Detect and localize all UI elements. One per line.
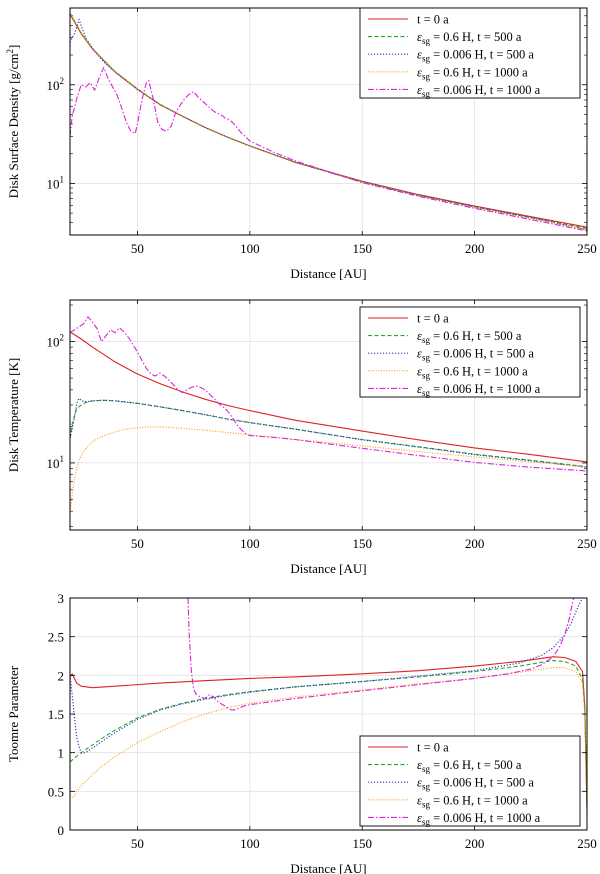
series-line-sg06_1000: [70, 426, 587, 514]
x-tick-label: 250: [577, 536, 597, 551]
y-axis-label: Disk Temperature [K]: [6, 358, 21, 472]
y-tick-label: 102: [47, 333, 65, 350]
legend-label-t0: t = 0 a: [417, 741, 449, 755]
x-axis-label: Distance [AU]: [290, 861, 366, 874]
legend-label-sg0006_500: εsg = 0.006 H, t = 500 a: [417, 347, 534, 363]
legend-label-sg0006_500: εsg = 0.006 H, t = 500 a: [417, 776, 534, 792]
x-tick-label: 150: [352, 241, 372, 256]
x-tick-label: 50: [131, 836, 144, 851]
x-tick-label: 150: [352, 836, 372, 851]
legend-box: [359, 306, 581, 398]
legend-label-sg06_500: εsg = 0.6 H, t = 500 a: [417, 758, 522, 774]
legend-label-t0: t = 0 a: [417, 312, 449, 326]
y-tick-label: 101: [47, 454, 65, 471]
series-line-sg0006_500: [70, 598, 584, 754]
series-line-sg0006_1000: [187, 598, 575, 711]
y-axis-label: Disk Surface Density [g/cm2]: [5, 45, 21, 199]
x-tick-label: 50: [131, 536, 144, 551]
series-line-sg0006_1000: [70, 316, 587, 472]
chart-panel-1: 50 100 150 200 250 101 102 Distance [AU] Disk Su…: [5, 7, 597, 281]
y-tick-label: 3: [58, 591, 65, 606]
x-tick-label: 200: [465, 836, 485, 851]
y-tick-label: 0: [58, 823, 65, 838]
series-line-sg06_1000: [70, 667, 587, 807]
legend-label-t0: t = 0 a: [417, 13, 449, 27]
y-tick-label: 1.5: [48, 707, 64, 722]
series-line-sg0006_1000: [70, 66, 587, 232]
x-tick-label: 200: [465, 241, 485, 256]
legend-label-sg06_500: εsg = 0.6 H, t = 500 a: [417, 30, 522, 46]
chart-panel-2: 50 100 150 200 250 101 102 Distance [AU] Disk Te…: [6, 299, 597, 576]
x-tick-label: 100: [240, 241, 260, 256]
legend-label-sg0006_1000: εsg = 0.006 H, t = 1000 a: [417, 83, 541, 99]
legend-label-sg0006_1000: εsg = 0.006 H, t = 1000 a: [417, 382, 541, 398]
x-axis-label: Distance [AU]: [290, 266, 366, 281]
x-tick-label: 150: [352, 536, 372, 551]
legend: t = 0 a εsg = 0.6 H, t = 500 a εsg = 0.006…: [359, 7, 581, 99]
chart-panel-3: 50 100 150 200 250 0 0.5 1 1.5 2 2.5 3 Distance [AU]…: [6, 591, 597, 874]
x-tick-label: 250: [577, 836, 597, 851]
x-tick-label: 200: [465, 536, 485, 551]
legend: t = 0 a εsg = 0.6 H, t = 500 a εsg = 0.006…: [359, 735, 581, 827]
x-tick-label: 250: [577, 241, 597, 256]
x-tick-label: 50: [131, 241, 144, 256]
series-line-sg06_1000: [70, 12, 587, 231]
legend-label-sg06_500: εsg = 0.6 H, t = 500 a: [417, 329, 522, 345]
series-line-t0: [70, 656, 587, 811]
legend-label-sg0006_1000: εsg = 0.006 H, t = 1000 a: [417, 811, 541, 827]
y-tick-label: 2: [58, 668, 65, 683]
plot-frame: [69, 299, 588, 531]
legend-box: [359, 735, 581, 827]
plot-frame: [69, 7, 588, 236]
legend-label-sg0006_500: εsg = 0.006 H, t = 500 a: [417, 48, 534, 64]
series-line-sg06_500: [70, 660, 587, 807]
y-tick-label: 101: [47, 174, 65, 191]
y-tick-label: 102: [47, 76, 65, 93]
y-tick-label: 0.5: [48, 784, 64, 799]
legend-label-sg06_1000: εsg = 0.6 H, t = 1000 a: [417, 65, 528, 81]
legend-label-sg06_1000: εsg = 0.6 H, t = 1000 a: [417, 793, 528, 809]
y-tick-label: 2.5: [48, 630, 64, 645]
x-tick-label: 100: [240, 836, 260, 851]
series-line-sg0006_500: [70, 18, 587, 231]
legend: t = 0 a εsg = 0.6 H, t = 500 a εsg = 0.006…: [359, 306, 581, 398]
legend-label-sg06_1000: εsg = 0.6 H, t = 1000 a: [417, 364, 528, 380]
legend-box: [359, 7, 581, 99]
series-line-sg06_500: [70, 399, 587, 468]
y-axis-label: Toomre Parameter: [6, 665, 21, 762]
series-line-t0: [70, 331, 587, 463]
series-line-sg0006_500: [70, 397, 587, 468]
x-axis-label: Distance [AU]: [290, 561, 366, 576]
x-tick-label: 100: [240, 536, 260, 551]
y-tick-label: 1: [58, 746, 65, 761]
